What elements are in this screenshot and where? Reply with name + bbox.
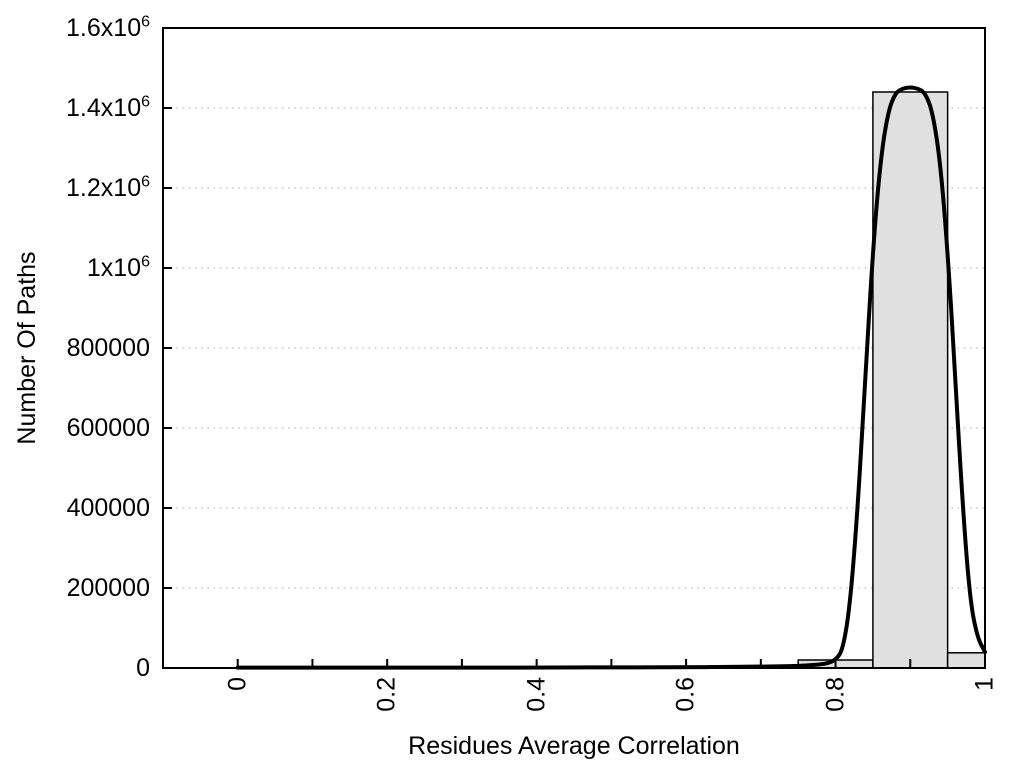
x-tick-label: 0: [223, 677, 252, 691]
x-tick-label: 0.4: [522, 677, 551, 712]
y-tick-label: 1.4x106: [66, 93, 150, 122]
x-axis-title: Residues Average Correlation: [408, 732, 740, 760]
x-tick-label: 0.6: [671, 677, 700, 712]
y-tick-exponent: 6: [141, 173, 150, 191]
histogram-bar: [946, 652, 986, 669]
y-tick-label: 200000: [66, 574, 150, 602]
x-tick-label: 0.8: [821, 677, 850, 712]
y-tick-label: 1x106: [86, 253, 150, 282]
y-tick-label: 800000: [66, 334, 150, 362]
y-tick-label: 0: [136, 654, 150, 682]
x-tick-label: 1: [970, 677, 999, 691]
y-tick-label: 600000: [66, 414, 150, 442]
y-tick-exponent: 6: [141, 13, 150, 31]
histogram-bar: [872, 91, 949, 669]
y-tick-label: 400000: [66, 494, 150, 522]
x-tick-label: 0.2: [372, 677, 401, 712]
y-tick-exponent: 6: [141, 253, 150, 271]
y-tick-label: 1.6x106: [66, 13, 150, 42]
y-tick-label: 1.2x106: [66, 173, 150, 202]
y-tick-exponent: 6: [141, 93, 150, 111]
